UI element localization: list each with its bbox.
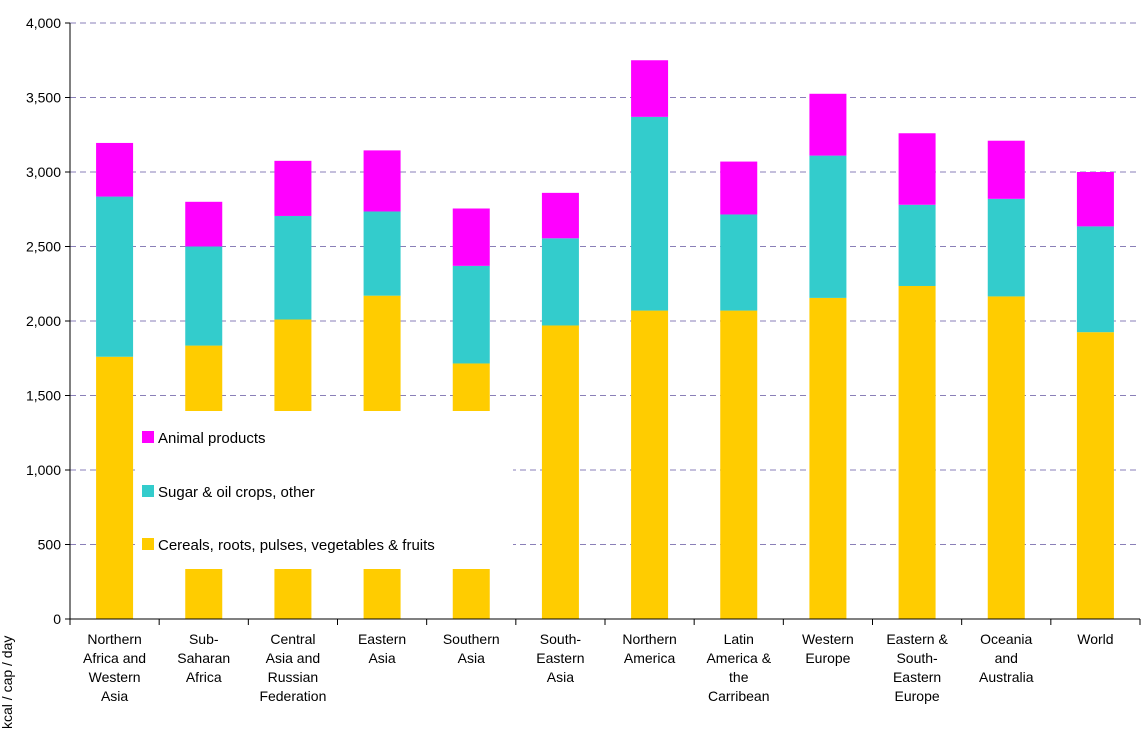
y-axis-title: kcal / cap / day xyxy=(0,636,15,729)
bar-segment xyxy=(1076,226,1114,333)
bar-segment xyxy=(1076,172,1114,227)
bar-segment xyxy=(809,155,847,298)
legend-area xyxy=(135,411,513,569)
y-tick-label: 500 xyxy=(38,537,62,553)
bar-segment xyxy=(720,214,758,311)
x-category-label: Northern Africa and Western Asia xyxy=(83,631,146,704)
bar-segment xyxy=(96,196,134,357)
y-tick-label: 1,000 xyxy=(26,462,61,478)
bar-segment xyxy=(631,60,669,117)
bar-segment xyxy=(631,116,669,311)
x-category-label: Oceania and Australia xyxy=(979,631,1034,685)
bar-segment xyxy=(274,215,312,320)
bar-segment xyxy=(987,296,1025,619)
legend: Animal products Sugar & oil crops, other C… xyxy=(142,430,435,554)
x-category-label: Latin America & the Carribean xyxy=(706,631,771,704)
x-category-label: Southern Asia xyxy=(443,631,500,666)
y-tick-label: 4,000 xyxy=(26,15,61,31)
legend-swatch xyxy=(142,485,154,497)
x-category-label: Sub-Saharan Africa xyxy=(177,631,230,685)
y-tick-label: 3,000 xyxy=(26,164,61,180)
y-tick-label: 1,500 xyxy=(26,388,61,404)
legend-label: Sugar & oil crops, other xyxy=(158,484,315,501)
bar-segment xyxy=(898,285,936,619)
bars xyxy=(96,60,1114,619)
bar-segment xyxy=(631,310,669,619)
legend-swatch xyxy=(142,431,154,443)
bar-segment xyxy=(185,201,223,247)
bar-segment xyxy=(541,192,579,239)
axes xyxy=(65,22,1141,625)
x-category-label: Eastern & South-Eastern Europe xyxy=(886,631,948,704)
bar-segment xyxy=(541,238,579,326)
bar-segment xyxy=(987,198,1025,297)
gridlines xyxy=(70,22,1140,545)
bar-segment xyxy=(274,160,312,216)
bar-segment xyxy=(898,133,936,205)
bar-segment xyxy=(452,265,490,364)
x-category-label: Eastern Asia xyxy=(358,631,406,666)
bar-segment xyxy=(898,204,936,286)
bar-segment xyxy=(720,161,758,215)
legend-background xyxy=(135,411,513,569)
bar-segment xyxy=(809,297,847,619)
y-tick-label: 2,500 xyxy=(26,239,61,255)
legend-label: Animal products xyxy=(158,430,266,447)
bar-segment xyxy=(987,140,1025,199)
y-tick-label: 3,500 xyxy=(26,90,61,106)
x-category-label: Western Europe xyxy=(802,631,854,666)
bar-segment xyxy=(96,356,134,619)
x-category-label: World xyxy=(1077,631,1113,647)
x-category-label: South-Eastern Asia xyxy=(536,631,584,685)
bar-segment xyxy=(96,142,134,197)
y-tick-labels: 0 500 1,000 1,500 2,000 2,500 3,000 3,500 4,000 xyxy=(26,15,61,627)
x-category-label: Central Asia and Russian Federation xyxy=(259,631,326,704)
bar-segment xyxy=(363,211,401,296)
bar-segment xyxy=(452,208,490,266)
x-category-labels: Northern Africa and Western Asia Sub-Saharan… xyxy=(83,631,1114,704)
y-tick-label: 0 xyxy=(53,611,61,627)
bar-segment xyxy=(363,150,401,212)
legend-label: Cereals, roots, pulses, vegetables & fru… xyxy=(158,537,435,554)
bar-segment xyxy=(1076,332,1114,619)
y-tick-label: 2,000 xyxy=(26,313,61,329)
bar-segment xyxy=(185,246,223,346)
bar-segment xyxy=(809,93,847,156)
x-category-label: Northern America xyxy=(622,631,676,666)
bar-segment xyxy=(541,325,579,619)
bar-segment xyxy=(720,310,758,619)
legend-swatch xyxy=(142,538,154,550)
